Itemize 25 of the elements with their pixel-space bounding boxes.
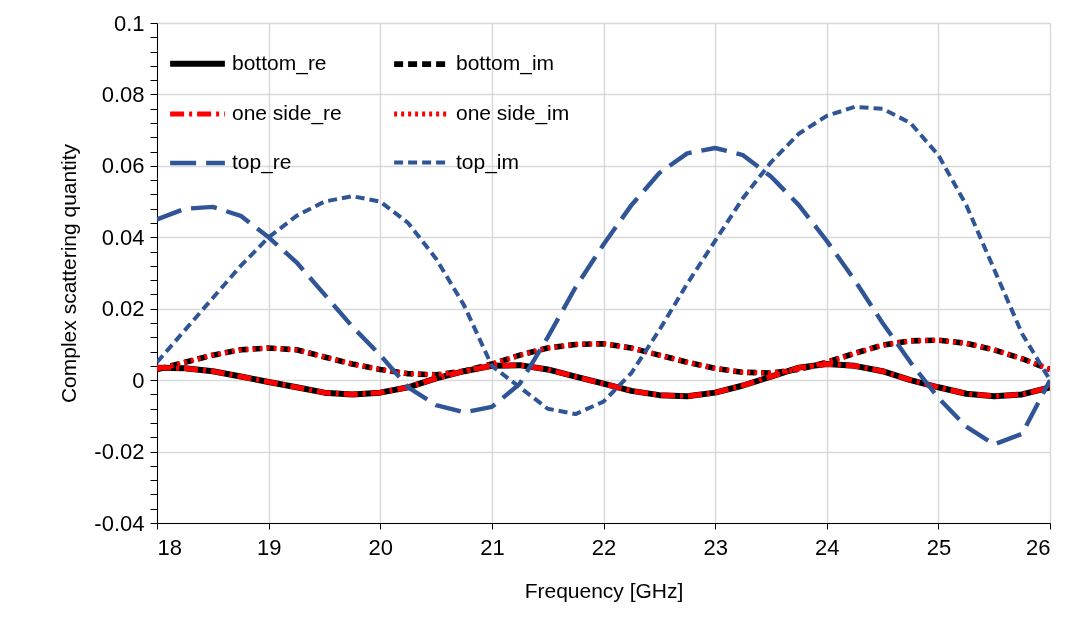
y-tick-label: 0.1 bbox=[113, 10, 145, 36]
y-tick-label: -0.02 bbox=[94, 439, 145, 465]
x-tick-label: 23 bbox=[703, 534, 728, 560]
x-tick-label: 20 bbox=[368, 534, 393, 560]
x-tick-label: 24 bbox=[815, 534, 840, 560]
y-tick-label: 0.04 bbox=[101, 224, 145, 250]
legend-label: bottom_im bbox=[456, 51, 555, 76]
y-tick-label: 0.08 bbox=[101, 81, 145, 107]
y-tick-label: 0 bbox=[132, 367, 145, 393]
legend-label: one side_re bbox=[232, 101, 342, 125]
y-tick-label: -0.04 bbox=[94, 510, 145, 536]
x-tick-label: 22 bbox=[591, 534, 617, 560]
x-axis-title: Frequency [GHz] bbox=[524, 578, 684, 602]
x-tick-label: 18 bbox=[157, 534, 182, 560]
legend-label: one side_im bbox=[456, 101, 570, 125]
legend-label: bottom_re bbox=[232, 50, 327, 75]
legend-label: top_re bbox=[232, 150, 292, 174]
x-tick-label: 19 bbox=[256, 534, 282, 560]
y-axis-title: Complex scattering quantity bbox=[57, 143, 81, 404]
x-tick-label: 21 bbox=[480, 534, 505, 560]
x-tick-label: 26 bbox=[1026, 534, 1051, 560]
x-tick-label: 25 bbox=[926, 534, 952, 560]
y-tick-label: 0.06 bbox=[101, 153, 145, 179]
y-tick-label: 0.02 bbox=[101, 296, 145, 322]
legend-label: top_im bbox=[456, 149, 520, 174]
